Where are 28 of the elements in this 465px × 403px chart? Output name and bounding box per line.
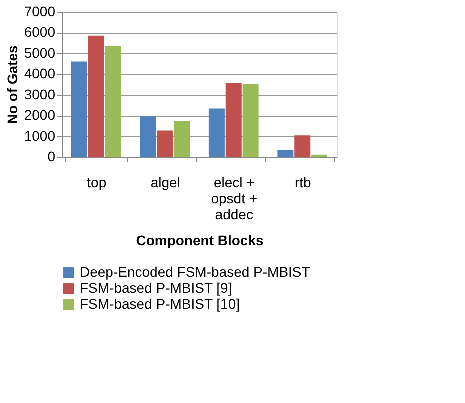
y-tick-label: 3000 <box>24 86 56 102</box>
y-tick-label: 0 <box>48 148 56 164</box>
x-tick-label: elecl + opsdt + addec <box>211 174 258 222</box>
x-tick-label: top <box>87 174 107 190</box>
y-tick-label: 5000 <box>24 44 56 61</box>
bar <box>105 46 122 157</box>
bar <box>174 121 190 157</box>
legend-label: FSM-based P-MBIST [10] <box>80 296 240 312</box>
y-tick-label: 7000 <box>24 4 56 20</box>
bar <box>88 36 104 157</box>
x-axis-title: Component Blocks <box>136 232 264 248</box>
bar <box>226 83 242 157</box>
legend-label: FSM-based P-MBIST [9] <box>80 280 232 296</box>
bar <box>278 150 294 157</box>
y-tick-label: 6000 <box>24 24 56 40</box>
bar <box>208 108 225 157</box>
bar <box>157 130 174 157</box>
bar <box>71 62 88 157</box>
x-tick-label: rtb <box>294 174 312 190</box>
x-tick-label: algel <box>150 174 180 190</box>
y-axis-title: No of Gates <box>4 46 20 124</box>
y-tick-label: 4000 <box>24 66 56 82</box>
y-tick-label: 2000 <box>24 107 56 124</box>
bar <box>140 116 156 157</box>
bar <box>242 84 259 157</box>
y-tick-label: 1000 <box>24 128 56 144</box>
legend-label: Deep-Encoded FSM-based P-MBIST <box>80 264 311 280</box>
bar <box>294 136 311 157</box>
